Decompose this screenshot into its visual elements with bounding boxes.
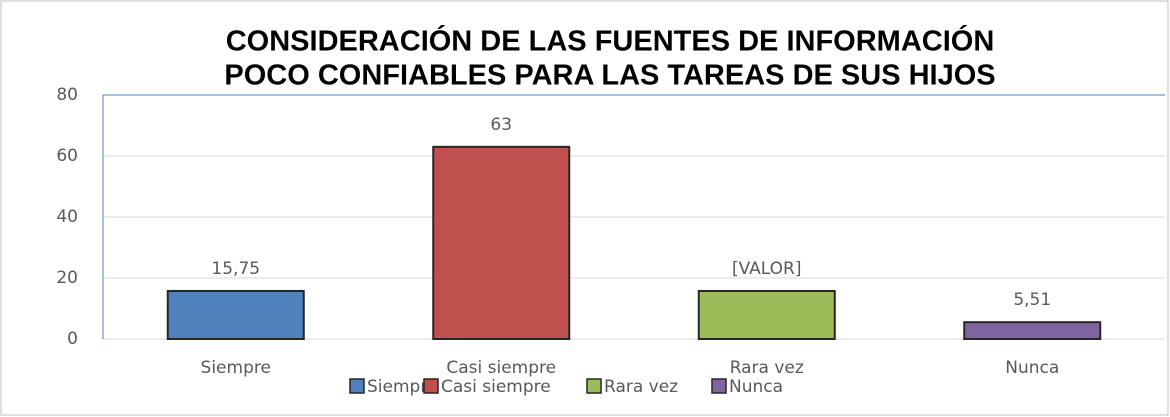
x-tick-label: Rara vez	[730, 358, 804, 378]
bar	[697, 289, 836, 340]
legend-swatch	[423, 378, 439, 394]
y-tick-label: 40	[56, 207, 78, 227]
legend-swatch	[349, 378, 365, 394]
x-tick-label: Casi siempre	[446, 358, 556, 378]
chart-title: CONSIDERACIÓN DE LAS FUENTES DE INFORMAC…	[226, 24, 995, 58]
value-label: [VALOR]	[732, 259, 802, 279]
y-tick-label: 20	[56, 268, 78, 288]
bar	[963, 321, 1102, 340]
value-label: 15,75	[211, 259, 260, 279]
legend-label: Nunca	[729, 377, 783, 397]
y-tick-label: 0	[67, 329, 78, 349]
y-tick-label: 80	[56, 85, 78, 105]
value-label: 63	[490, 115, 512, 135]
legend-swatch	[711, 378, 727, 394]
value-label: 5,51	[1013, 290, 1051, 310]
x-tick-label: Siempre	[201, 358, 271, 378]
x-tick-label: Nunca	[1005, 358, 1059, 378]
legend-label: Rara vez	[604, 377, 678, 397]
legend-swatch	[586, 378, 602, 394]
legend-label: Siempre	[367, 377, 437, 397]
y-tick-label: 60	[56, 146, 78, 166]
legend-label: Casi siempre	[441, 377, 551, 397]
bar	[166, 289, 305, 340]
chart-title: POCO CONFIABLES PARA LAS TAREAS DE SUS H…	[224, 60, 995, 92]
bar	[432, 145, 571, 340]
